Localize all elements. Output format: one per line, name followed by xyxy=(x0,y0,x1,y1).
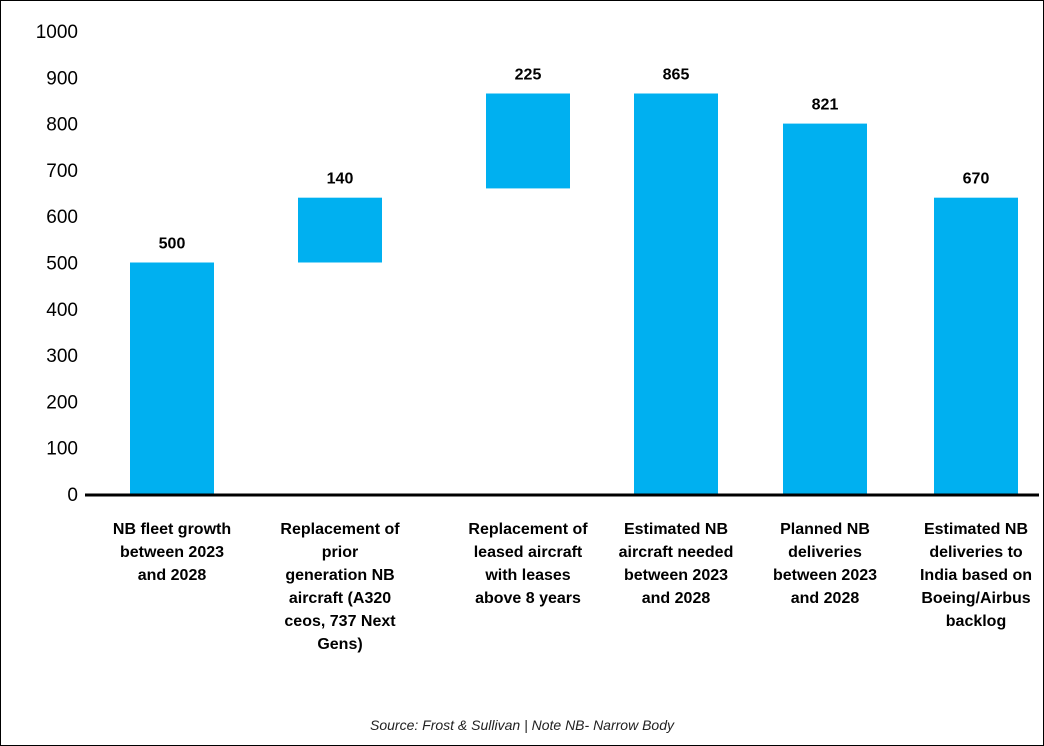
y-tick-label: 900 xyxy=(46,68,78,89)
data-label: 500 xyxy=(159,236,186,253)
category-label-line: and 2028 xyxy=(790,590,860,607)
category-label-line: Estimated NB xyxy=(623,521,729,538)
category-label-line: leased aircraft xyxy=(473,544,583,561)
category-label-line: Estimated NB xyxy=(923,521,1029,538)
category-label-line: between 2023 xyxy=(772,567,878,584)
category-label-line: NB fleet growth xyxy=(112,521,232,538)
category-label-line: aircraft (A320 xyxy=(288,590,392,607)
y-tick-label: 700 xyxy=(46,161,78,182)
data-label: 670 xyxy=(963,171,990,188)
category-label-line: with leases xyxy=(485,567,571,584)
category-label-line: deliveries to xyxy=(929,544,1023,561)
y-tick-label: 0 xyxy=(67,485,78,506)
category-label-line: and 2028 xyxy=(137,567,207,584)
y-tick-label: 600 xyxy=(46,207,78,228)
y-tick-label: 400 xyxy=(46,300,78,321)
data-label: 865 xyxy=(663,67,690,84)
category-label: NB fleet growth between 2023 and 2028 xyxy=(97,518,247,587)
bar xyxy=(934,197,1018,494)
data-label: 821 xyxy=(812,97,839,114)
y-tick-label: 200 xyxy=(46,392,78,413)
category-label-line: backlog xyxy=(945,613,1007,630)
category-label-line: Boeing/Airbus xyxy=(921,590,1031,607)
source-note: Source: Frost & Sullivan | Note NB- Narr… xyxy=(370,717,674,733)
category-label-line: between 2023 xyxy=(119,544,225,561)
category-label-line: India based on xyxy=(919,567,1032,584)
category-label-line: generation NB xyxy=(285,567,395,584)
category-label-line: Replacement of xyxy=(280,521,400,538)
category-label: Replacement of prior generation NB aircraft… xyxy=(265,518,415,656)
category-label-line: aircraft needed xyxy=(618,544,734,561)
bar xyxy=(634,93,718,494)
category-label-line: deliveries xyxy=(788,544,862,561)
category-label-line: prior xyxy=(321,544,359,561)
category-label: Planned NB deliveries between 2023 and 2028 xyxy=(750,518,900,610)
category-label-line: and 2028 xyxy=(641,590,711,607)
y-tick-label: 1000 xyxy=(36,22,78,43)
bar xyxy=(298,197,382,263)
bar xyxy=(486,93,570,189)
y-axis: 0 100 200 300 400 500 600 700 800 900 1000 xyxy=(36,22,78,506)
y-tick-label: 500 xyxy=(46,254,78,275)
data-label: 140 xyxy=(327,171,354,188)
y-tick-label: 800 xyxy=(46,115,78,136)
y-tick-label: 300 xyxy=(46,346,78,367)
category-label-line: between 2023 xyxy=(623,567,729,584)
bar xyxy=(130,262,214,494)
category-label-line: Replacement of xyxy=(468,521,588,538)
bars xyxy=(130,93,1018,494)
category-label: Estimated NB aircraft needed between 2023 a… xyxy=(601,518,751,610)
data-labels: 500 140 225 865 821 670 xyxy=(159,67,990,253)
bar xyxy=(783,123,867,494)
category-label-line: above 8 years xyxy=(475,590,581,607)
category-label-line: Gens) xyxy=(317,636,363,653)
y-tick-label: 100 xyxy=(46,439,78,460)
data-label: 225 xyxy=(515,67,542,84)
category-label: Estimated NB deliveries to India based on B… xyxy=(901,518,1043,633)
category-label: Replacement of leased aircraft with leases… xyxy=(453,518,603,610)
category-label-line: Planned NB xyxy=(780,521,870,538)
category-label-line: ceos, 737 Next xyxy=(284,613,396,630)
